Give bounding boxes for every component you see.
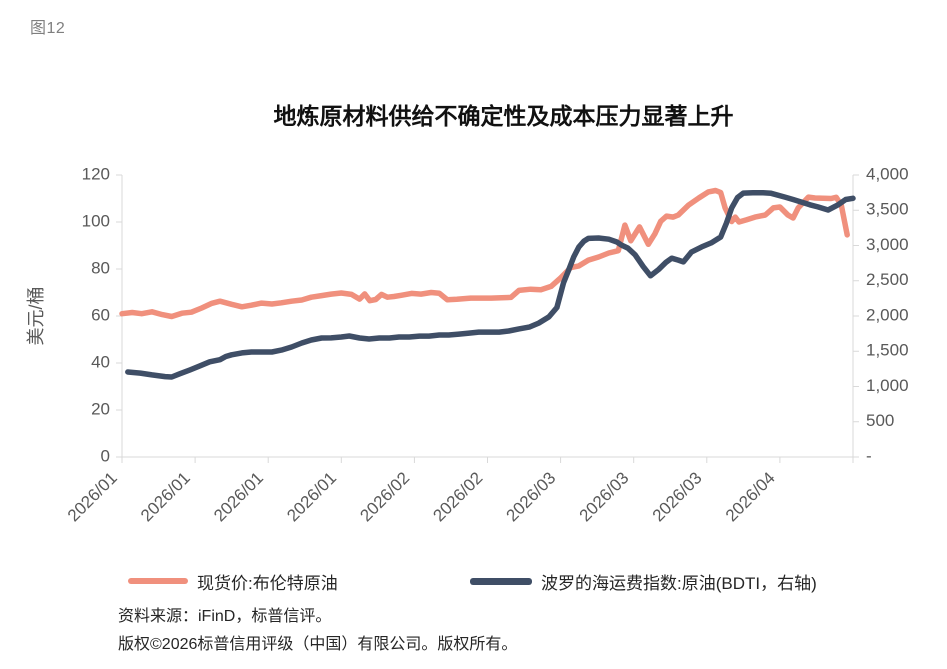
x-tick-label: 2026/03 — [503, 468, 560, 525]
figure-number-label: 图12 — [30, 20, 66, 37]
y-left-tick-label: 100 — [82, 211, 110, 230]
y-right-tick-label: 1,000 — [866, 376, 909, 395]
y-right-tick-label: 1,500 — [866, 341, 909, 360]
brent-line-swatch — [128, 578, 188, 584]
x-tick-label: 2026/02 — [429, 468, 486, 525]
x-tick-label: 2026/02 — [356, 468, 413, 525]
brent-price-line — [119, 187, 850, 320]
x-tick-label: 2026/04 — [722, 468, 779, 525]
bdti-line-swatch — [470, 577, 532, 585]
y-right-tick-label: 3,000 — [866, 235, 909, 254]
copyright-line: 版权©2026标普信用评级（中国）有限公司。版权所有。 — [118, 636, 518, 653]
bdti-index-line — [125, 190, 856, 380]
y-right-tick-label: 4,000 — [866, 164, 909, 183]
x-tick-label: 2026/01 — [210, 468, 267, 525]
x-tick-label: 2026/01 — [137, 468, 194, 525]
y-left-tick-label: 80 — [91, 258, 110, 277]
line-chart-svg: 0 20 40 60 80 100 120 - 500 1,000 1,500 2,000 2,500 3… — [26, 164, 909, 525]
y-right-tick-label: - — [866, 446, 872, 465]
y-right-tick-label: 3,500 — [866, 200, 909, 219]
y-left-tick-label: 60 — [91, 305, 110, 324]
source-line: 资料来源：iFinD，标普信评。 — [118, 608, 332, 625]
legend-label-brent: 现货价:布伦特原油 — [197, 573, 338, 593]
y-left-tick-label: 40 — [91, 352, 110, 371]
legend-item-bdti: 波罗的海运费指数:原油(BDTI，右轴) — [470, 568, 817, 594]
x-tick-label: 2026/01 — [64, 468, 121, 525]
y-right-tick-label: 500 — [866, 411, 894, 430]
y-left-tick-label: 0 — [101, 446, 110, 465]
y-left-tick-label: 120 — [82, 164, 110, 183]
y-left-tick-label: 20 — [91, 399, 110, 418]
y-axis-title: 美元/桶 — [26, 286, 46, 345]
y-right-tick-label: 2,500 — [866, 270, 909, 289]
x-tick-label: 2026/03 — [649, 468, 706, 525]
legend-item-brent: 现货价:布伦特原油 — [128, 568, 338, 594]
source-block: 资料来源：iFinD，标普信评。 版权©2026标普信用评级（中国）有限公司。版… — [118, 603, 517, 659]
legend-label-bdti: 波罗的海运费指数:原油(BDTI，右轴) — [541, 573, 817, 593]
chart-title: 地炼原材料供给不确定性及成本压力显著上升 — [273, 103, 734, 129]
y-right-tick-label: 2,000 — [866, 305, 909, 324]
x-tick-label: 2026/01 — [283, 468, 340, 525]
chart-legend: 现货价:布伦特原油 波罗的海运费指数:原油(BDTI，右轴) — [0, 568, 947, 594]
x-tick-label: 2026/03 — [576, 468, 633, 525]
